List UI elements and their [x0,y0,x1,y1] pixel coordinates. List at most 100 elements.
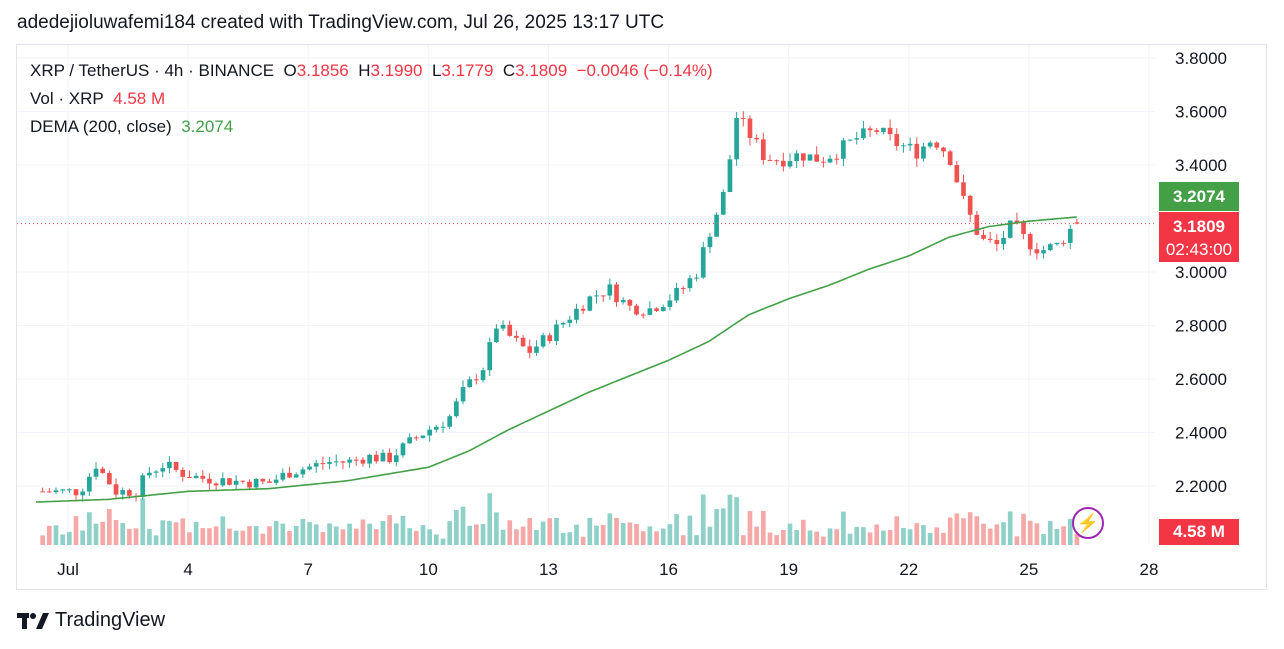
volume-bar [300,518,306,545]
candle-body [460,387,466,402]
candle-body [427,429,433,436]
volume-bar [287,531,292,545]
volume-bar [554,517,559,545]
candle-body [420,435,426,439]
volume-bar [700,494,706,545]
price-tick-label: 3.8000 [1175,49,1227,68]
volume-bar [373,529,379,545]
candle-body [754,137,759,140]
volume-bar [674,514,679,545]
volume-bar [540,521,546,545]
last-price-value: 3.1809 [1173,217,1225,236]
volume-bar [841,511,846,545]
price-tick-label: 2.8000 [1175,317,1227,336]
candle-body [393,455,399,463]
volume-bar [987,528,993,545]
volume-bar [227,528,232,545]
candle-body [200,475,206,479]
price-tick-label: 2.4000 [1175,424,1227,443]
volume-bar [1047,521,1053,545]
volume-bar [654,531,659,545]
legend-change: −0.0046 (−0.14%) [576,61,713,80]
candle-body [934,142,940,148]
date-tick-label: 13 [539,560,558,579]
volume-bar [867,532,873,545]
lightning-icon[interactable]: ⚡ [1072,507,1104,539]
candle-body [93,468,99,477]
candle-body [273,479,279,483]
volume-bar [173,522,179,545]
candle-body [747,118,753,138]
volume-bar [440,538,446,545]
volume-bar [293,525,299,545]
candle-body [1034,249,1040,254]
candle-body [147,472,152,476]
candle-body [520,337,526,347]
candle-body [654,308,659,311]
candle-body [387,452,392,463]
bar-countdown: 02:43:00 [1165,240,1233,259]
chart-frame [16,44,1267,590]
candle-body [440,426,446,428]
volume-bar [767,532,773,545]
candle-body [60,489,65,491]
candle-body [120,490,126,495]
date-tick-label: 28 [1140,560,1159,579]
volume-bar [780,529,786,545]
legend-volume-value: 4.58 M [113,89,166,108]
candle-body [260,478,266,482]
volume-bar [914,523,920,545]
price-tick-label: 3.0000 [1175,263,1227,282]
volume-bar [407,528,412,545]
price-tick-label: 3.6000 [1175,103,1227,122]
volume-bar [454,509,459,545]
candle-body [1074,222,1080,224]
volume-bar [1074,533,1080,545]
volume-bar [901,527,906,545]
volume-bar [994,524,1000,545]
candle-body [967,195,973,215]
volume-bar [420,525,426,545]
candle-body [594,295,599,297]
volume-bars [40,493,1080,545]
volume-bar [514,529,519,545]
candle-body [320,463,326,465]
candle-body [861,128,866,139]
candle-body [801,153,806,161]
candle-body [874,130,880,132]
candle-body [100,468,106,473]
volume-bar [527,518,533,545]
candle-body [600,295,606,297]
candle-body [507,324,513,336]
volume-bar [574,524,579,545]
candle-body [233,480,239,485]
candle-body [280,472,286,480]
volume-bar [794,530,800,545]
candle-body [380,452,386,462]
candle-body [540,335,546,347]
candle-body [834,158,840,160]
volume-bar [1007,511,1013,545]
volume-bar [667,524,673,545]
volume-bar [934,527,940,545]
legend-close-label: C [502,61,516,80]
candle-body [667,300,673,307]
candle-body [694,277,699,279]
candle-body [467,379,473,388]
volume-bar [313,524,319,545]
candle-body [66,489,72,491]
candle-body [941,147,946,152]
candle-body [794,153,800,162]
candle-body [727,159,733,192]
candle-body [821,161,826,163]
price-tick-label: 2.2000 [1175,477,1227,496]
legend-high-label: H [358,61,371,80]
candle-body [360,459,366,464]
volume-bar [320,532,326,545]
dema-path [35,216,1077,503]
volume-bar [307,522,312,545]
volume-bar [707,526,713,545]
volume-bar [1061,526,1066,545]
volume-bar [73,516,79,545]
